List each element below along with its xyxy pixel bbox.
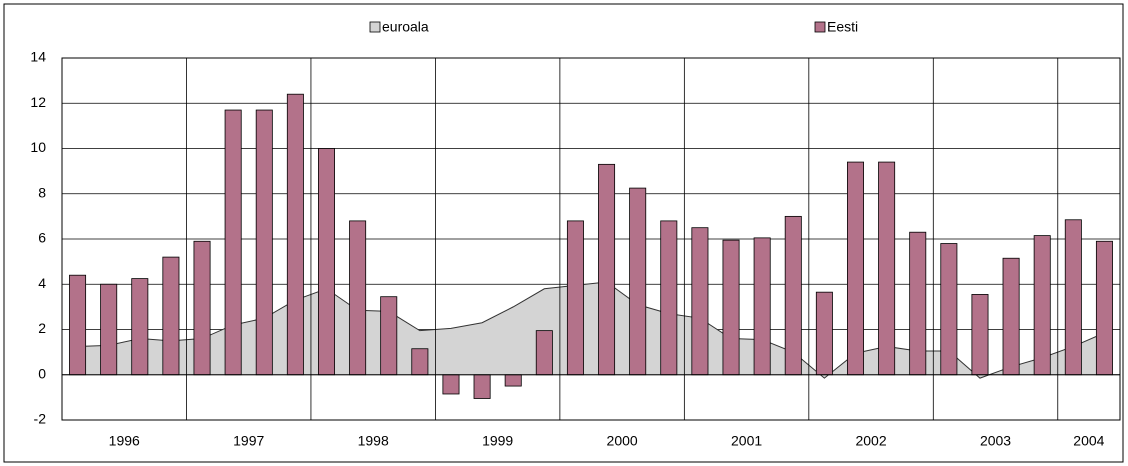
bar bbox=[1033, 235, 1051, 376]
bar bbox=[1095, 240, 1113, 376]
bar bbox=[691, 227, 709, 376]
bar bbox=[753, 237, 771, 376]
bar bbox=[473, 374, 491, 399]
chart-frame bbox=[3, 3, 1124, 463]
bar bbox=[909, 231, 927, 376]
plot: -2 0 2 4 6 8 10 12 14 1996 1997 1998 1999 2000 2001 200… bbox=[30, 19, 1121, 449]
bar bbox=[162, 256, 180, 376]
bar bbox=[815, 291, 833, 376]
bar bbox=[971, 294, 989, 376]
x-tick-label: 2003 bbox=[980, 433, 1011, 449]
x-tick-label: 1996 bbox=[109, 433, 140, 449]
bar bbox=[629, 187, 647, 376]
bar bbox=[1064, 219, 1082, 376]
x-tick-label: 1997 bbox=[233, 433, 264, 449]
bar bbox=[100, 283, 118, 376]
bar bbox=[940, 243, 958, 376]
y-tick-label: 12 bbox=[30, 94, 46, 110]
legend-label: Eesti bbox=[827, 19, 858, 35]
bar bbox=[411, 348, 429, 376]
bar bbox=[847, 161, 864, 376]
x-tick-label: 1999 bbox=[482, 433, 513, 449]
y-tick-label: 0 bbox=[38, 365, 46, 381]
y-tick-label: 6 bbox=[38, 230, 46, 246]
bar bbox=[193, 240, 211, 376]
bar bbox=[722, 239, 740, 376]
legend-swatch bbox=[814, 21, 826, 33]
bar bbox=[380, 296, 398, 376]
legend-swatch bbox=[369, 21, 381, 33]
bar bbox=[224, 109, 242, 376]
y-tick-label: 8 bbox=[38, 184, 46, 200]
bar bbox=[598, 163, 616, 376]
bar bbox=[878, 161, 896, 376]
bar bbox=[784, 215, 802, 376]
x-tick-label: 2001 bbox=[731, 433, 762, 449]
legend-label: euroala bbox=[382, 19, 429, 35]
bar bbox=[69, 274, 87, 376]
bar bbox=[442, 374, 460, 395]
y-tick-label: 4 bbox=[38, 275, 46, 291]
x-tick-label: 1998 bbox=[358, 433, 389, 449]
bar bbox=[504, 374, 522, 387]
y-tick-label: 14 bbox=[30, 49, 46, 65]
x-tick-label: 2002 bbox=[855, 433, 886, 449]
bar bbox=[566, 220, 584, 376]
x-tick-label: 2000 bbox=[607, 433, 638, 449]
bar bbox=[535, 330, 553, 376]
bar bbox=[318, 148, 335, 376]
bar bbox=[131, 278, 149, 376]
x-tick-label: 2004 bbox=[1073, 433, 1104, 449]
bar bbox=[349, 220, 367, 376]
bar bbox=[660, 220, 678, 376]
y-tick-label: 10 bbox=[30, 139, 46, 155]
y-tick-label: -2 bbox=[34, 411, 47, 427]
bar bbox=[286, 93, 304, 376]
bar bbox=[255, 109, 273, 376]
y-tick-label: 2 bbox=[38, 320, 46, 336]
bar bbox=[1002, 257, 1020, 376]
